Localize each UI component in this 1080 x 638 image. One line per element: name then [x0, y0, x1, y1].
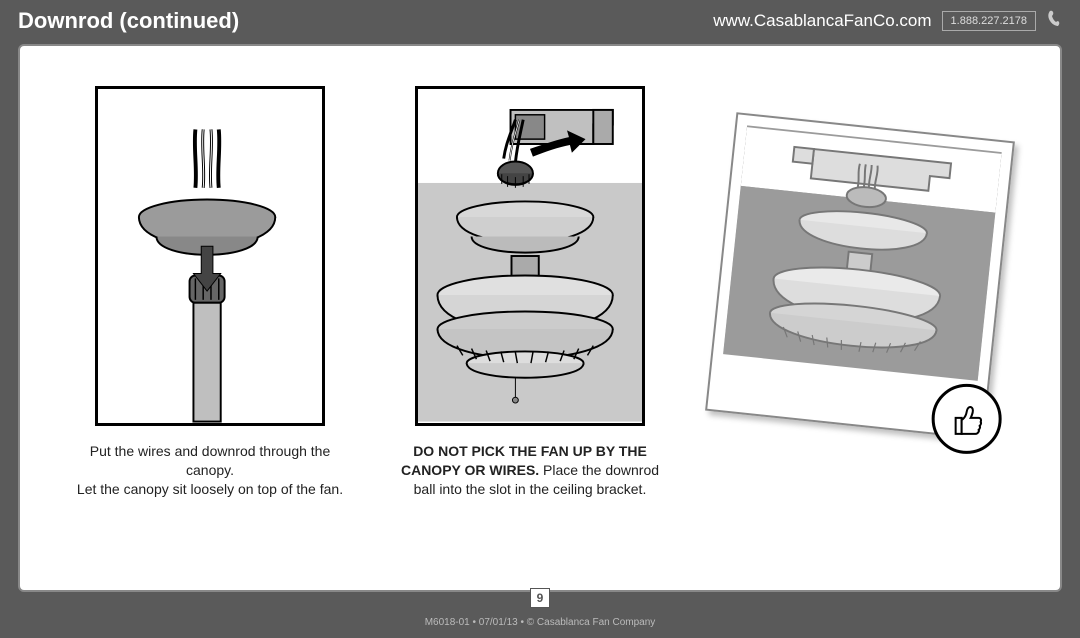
- phone-icon: [1046, 9, 1062, 34]
- phone-number: 1.888.227.2178: [942, 11, 1036, 31]
- caption-1-line2: Let the canopy sit loosely on top of the…: [77, 481, 343, 497]
- step-2: DO NOT PICK THE FAN UP BY THE CANOPY OR …: [375, 86, 685, 499]
- polaroid-frame: [705, 112, 1015, 440]
- caption-1-line1: Put the wires and downrod through the ca…: [90, 443, 331, 478]
- page-title: Downrod (continued): [18, 8, 239, 34]
- step-1: Put the wires and downrod through the ca…: [55, 86, 365, 499]
- thumbs-up-icon: [932, 384, 1002, 454]
- main-panel: Put the wires and downrod through the ca…: [18, 44, 1062, 592]
- website-url: www.CasablancaFanCo.com: [713, 11, 931, 31]
- illustration-1: [98, 86, 322, 426]
- page-number: 9: [530, 588, 550, 608]
- illustration-1-frame: [95, 86, 325, 426]
- illustration-2-frame: [415, 86, 645, 426]
- illustration-3: [723, 125, 1002, 380]
- caption-1: Put the wires and downrod through the ca…: [70, 442, 350, 499]
- caption-2: DO NOT PICK THE FAN UP BY THE CANOPY OR …: [390, 442, 670, 499]
- header-right: www.CasablancaFanCo.com 1.888.227.2178: [713, 9, 1062, 34]
- step-3: [695, 86, 1025, 466]
- footer: M6018-01 • 07/01/13 • © Casablanca Fan C…: [425, 617, 656, 628]
- page-header: Downrod (continued) www.CasablancaFanCo.…: [0, 0, 1080, 38]
- illustration-2: [418, 86, 642, 426]
